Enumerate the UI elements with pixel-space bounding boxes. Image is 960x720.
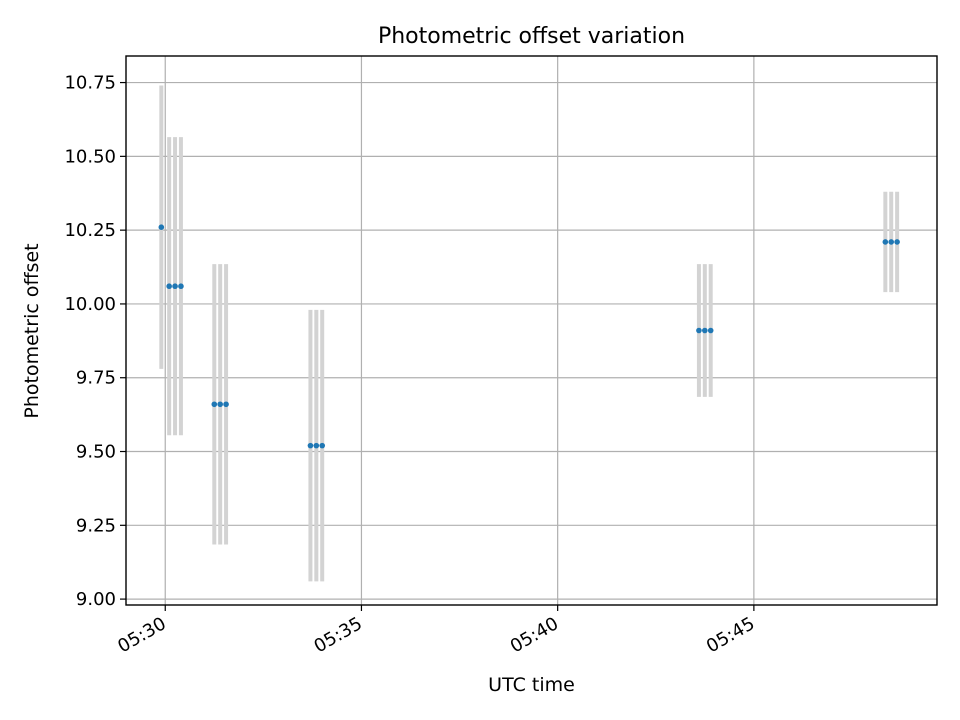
y-tick-label: 9.50 <box>76 442 116 463</box>
y-tick-label: 10.25 <box>64 220 116 241</box>
data-point <box>894 239 900 245</box>
data-point <box>178 283 184 290</box>
y-tick-label: 9.00 <box>76 589 116 610</box>
point-layer <box>158 224 900 449</box>
data-point <box>313 442 320 449</box>
plot-frame <box>125 55 938 606</box>
data-point <box>166 283 172 290</box>
y-tick-label: 9.75 <box>76 368 116 389</box>
y-axis-label: Photometric offset <box>21 243 43 418</box>
data-point <box>172 283 178 290</box>
data-point <box>696 327 702 334</box>
data-point <box>882 239 889 245</box>
y-tick-label: 9.25 <box>76 515 116 536</box>
y-tick-label: 10.50 <box>64 146 116 167</box>
y-tick-label: 10.00 <box>64 294 116 315</box>
data-point <box>307 442 314 449</box>
data-point <box>217 401 223 408</box>
chart-title: Photometric offset variation <box>378 24 685 49</box>
data-point <box>211 401 218 408</box>
data-point <box>702 327 708 334</box>
data-point <box>319 442 326 449</box>
y-tick-label: 10.75 <box>64 73 116 94</box>
x-axis-label: UTC time <box>488 674 575 696</box>
grid-layer <box>126 56 937 605</box>
data-point <box>158 224 165 230</box>
data-point <box>223 401 229 408</box>
data-point <box>888 239 895 245</box>
data-point <box>707 327 714 334</box>
